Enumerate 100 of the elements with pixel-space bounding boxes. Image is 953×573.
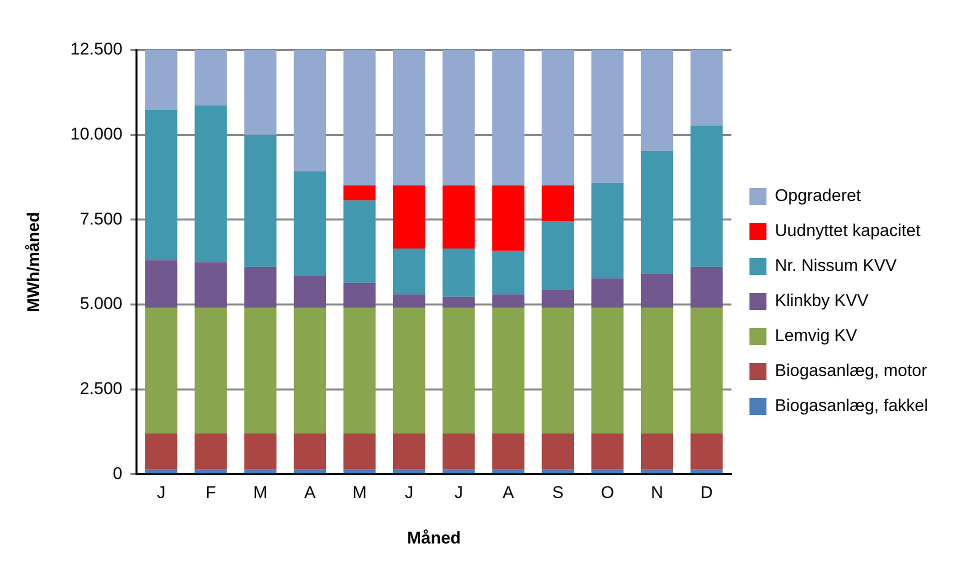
bar <box>194 262 227 308</box>
x-tick-label: N <box>650 483 664 502</box>
x-tick-label: O <box>600 483 614 502</box>
bar <box>542 469 574 474</box>
bar <box>640 469 674 474</box>
bar <box>542 290 574 308</box>
bar <box>492 308 524 434</box>
bar <box>343 50 376 186</box>
bar <box>294 469 326 474</box>
bar <box>392 469 426 474</box>
x-tick-label: D <box>700 483 713 502</box>
bar <box>343 200 376 283</box>
bar <box>392 248 426 294</box>
bar <box>294 50 326 172</box>
bar <box>392 433 426 470</box>
bar <box>442 296 475 308</box>
bar <box>492 469 524 474</box>
bar <box>542 50 574 186</box>
y-tick-label: 7.500 <box>80 209 122 228</box>
bar <box>343 469 376 474</box>
legend-label: Biogasanlæg, motor <box>774 361 928 380</box>
x-tick-label: A <box>502 483 515 502</box>
x-tick-label: M <box>253 483 268 502</box>
y-axis-title: MWh/måned <box>24 212 43 312</box>
bar <box>442 50 475 186</box>
bar <box>244 469 276 474</box>
x-tick-label: J <box>156 483 166 502</box>
bar <box>194 469 227 474</box>
bar <box>194 433 227 470</box>
x-axis-title: Måned <box>406 528 461 548</box>
bar <box>640 150 674 274</box>
bar <box>542 185 574 222</box>
bar <box>690 469 723 474</box>
bar <box>145 50 178 110</box>
legend-label: Lemvig KV <box>774 326 858 346</box>
x-tick-label: J <box>404 483 414 502</box>
bar <box>690 50 723 126</box>
bar <box>145 260 178 308</box>
bar <box>194 50 227 106</box>
bar <box>492 433 524 470</box>
bar <box>690 266 723 308</box>
bar <box>294 433 326 470</box>
bar <box>294 276 326 308</box>
bar <box>392 50 426 186</box>
bar <box>591 182 624 278</box>
bar <box>442 185 475 249</box>
x-tick-label: J <box>454 483 463 502</box>
bar <box>244 134 276 267</box>
bar <box>343 185 376 200</box>
bar <box>343 308 376 434</box>
bar <box>343 433 376 470</box>
bar <box>244 308 276 434</box>
y-tick-label: 12.500 <box>70 40 122 59</box>
bar <box>392 308 426 434</box>
legend-label: Opgraderet <box>774 186 862 206</box>
bar <box>392 294 426 308</box>
bar <box>640 308 674 434</box>
bar <box>145 110 178 260</box>
y-tick-label: 2.500 <box>80 379 122 398</box>
bar <box>244 433 276 470</box>
legend-label: Nr. Nissum KVV <box>774 256 898 276</box>
y-tick-label: 10.000 <box>70 124 122 144</box>
bar <box>591 469 624 474</box>
legend-label: Uudnyttet kapacitet <box>774 221 921 240</box>
bar <box>492 294 524 308</box>
bar <box>343 282 376 308</box>
bar <box>442 248 475 297</box>
bar <box>690 126 723 267</box>
bar <box>145 469 178 474</box>
legend-label: Biogasanlæg, fakkel <box>774 396 928 416</box>
x-tick-label: F <box>206 483 216 502</box>
bar <box>640 274 674 308</box>
bar <box>442 308 475 434</box>
bar <box>244 50 276 135</box>
x-tick-label: A <box>304 483 316 502</box>
bar <box>294 171 326 276</box>
bar <box>194 105 227 262</box>
bar <box>442 433 475 470</box>
bar <box>591 50 624 183</box>
bar <box>542 308 574 434</box>
x-tick-label: M <box>352 483 367 502</box>
bar <box>145 433 178 470</box>
y-tick-label: 5.000 <box>80 294 122 314</box>
bar <box>492 250 524 294</box>
bar <box>442 469 475 474</box>
bar <box>591 433 624 470</box>
x-tick-label: S <box>552 483 564 502</box>
legend-label: Klinkby KVV <box>774 291 870 310</box>
bar <box>194 308 227 434</box>
bar <box>294 308 326 434</box>
bar <box>591 308 624 434</box>
bar <box>640 433 674 470</box>
bar <box>492 50 524 186</box>
bar <box>542 433 574 470</box>
y-tick-label: 0 <box>112 464 122 483</box>
bar <box>690 433 723 470</box>
bar <box>244 266 276 308</box>
bar <box>492 185 524 251</box>
bar <box>542 221 574 290</box>
bar <box>640 50 674 151</box>
